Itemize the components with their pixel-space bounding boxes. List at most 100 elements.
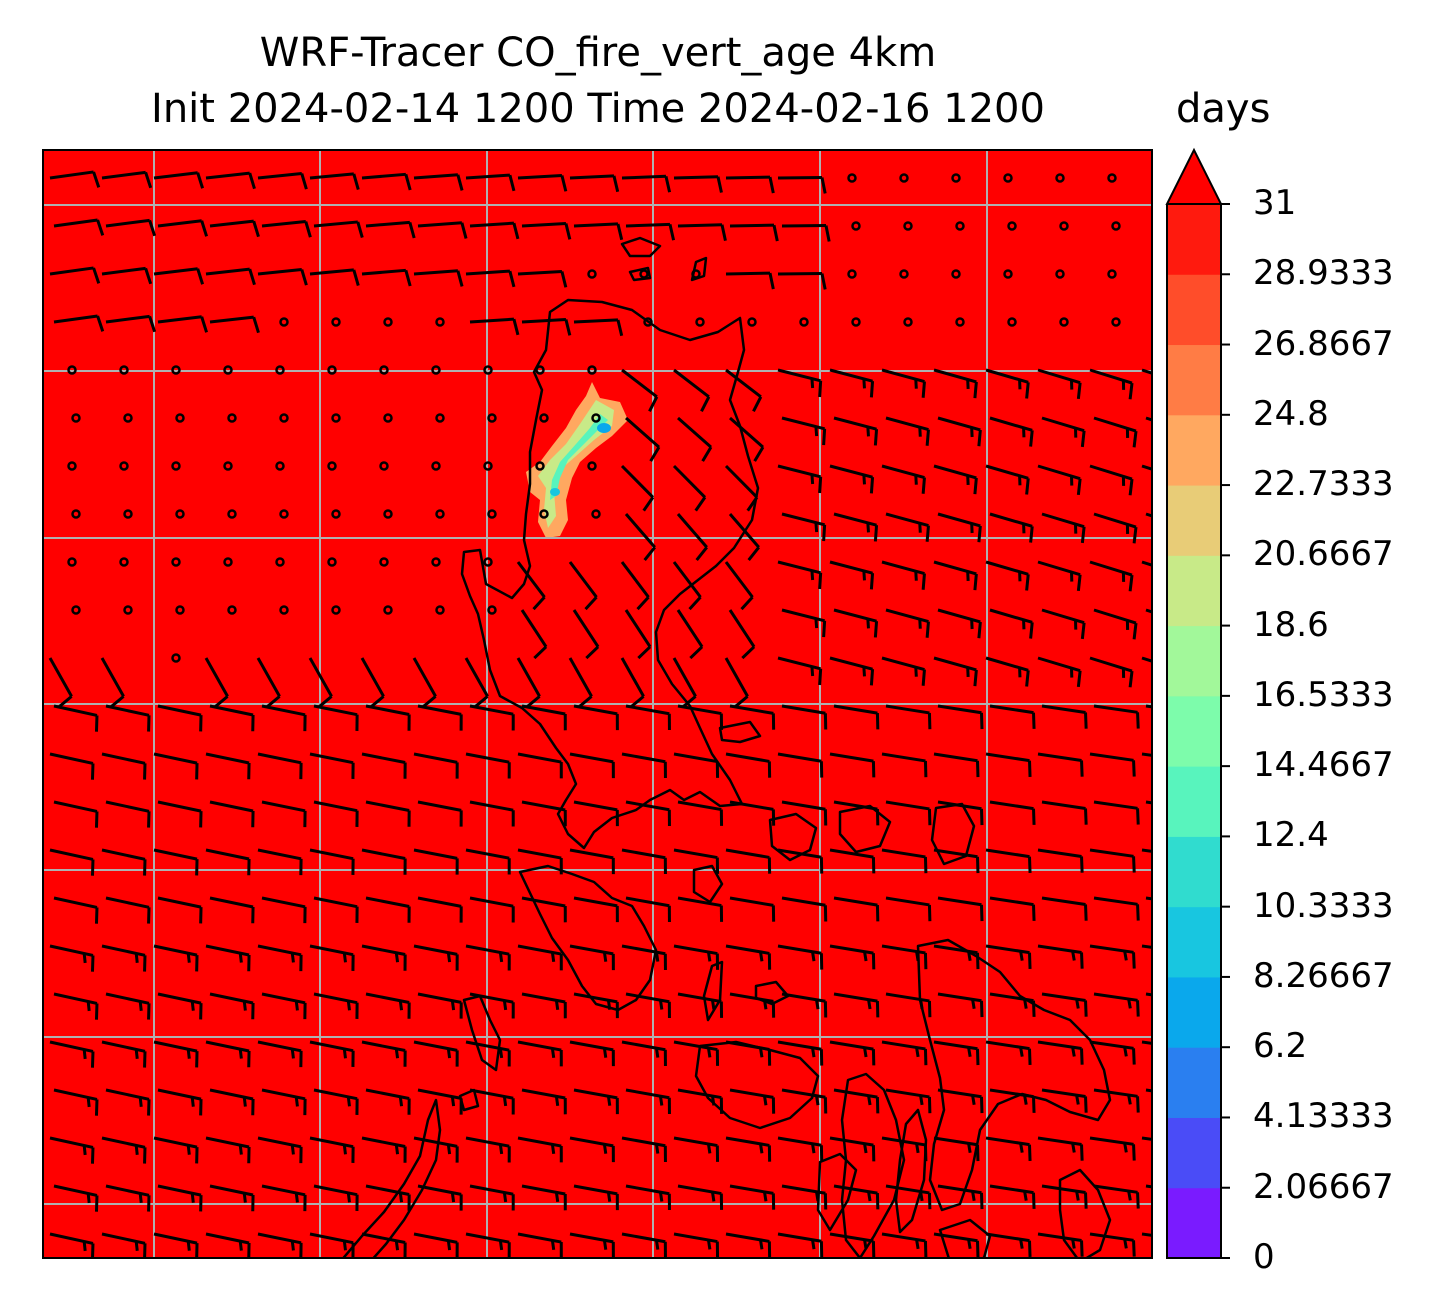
wind-barb bbox=[569, 1232, 615, 1258]
wind-barb bbox=[153, 171, 205, 189]
calm-wind-marker bbox=[539, 509, 549, 519]
plume-core bbox=[550, 488, 560, 496]
wind-barb bbox=[417, 992, 463, 1019]
wind-barb bbox=[261, 704, 307, 732]
wind-barb bbox=[209, 1088, 255, 1116]
wind-barb bbox=[412, 657, 437, 708]
wind-barb bbox=[781, 704, 828, 730]
wind-barb bbox=[989, 512, 1034, 543]
wind-barb bbox=[728, 609, 756, 660]
wind-barb bbox=[361, 848, 407, 875]
wind-barb bbox=[985, 560, 1030, 591]
calm-wind-marker bbox=[431, 365, 441, 375]
wind-barb bbox=[729, 704, 776, 730]
wind-barb bbox=[521, 896, 567, 923]
wind-barb bbox=[937, 896, 984, 922]
wind-barb bbox=[1093, 992, 1140, 1017]
wind-barb bbox=[516, 561, 546, 611]
wind-barb bbox=[361, 172, 412, 191]
wind-barb bbox=[153, 267, 205, 285]
wind-barb bbox=[257, 172, 308, 190]
wind-barb bbox=[885, 512, 930, 542]
colorbar-tick-label: 22.7333 bbox=[1253, 464, 1394, 505]
colorbar-tick-label: 26.8667 bbox=[1253, 323, 1394, 364]
calm-wind-marker bbox=[123, 509, 133, 519]
wind-barb bbox=[516, 657, 541, 708]
calm-wind-marker bbox=[327, 461, 337, 471]
colorbar-level bbox=[1167, 766, 1221, 837]
wind-barb bbox=[157, 896, 203, 924]
colorbar-tick-label: 31 bbox=[1253, 183, 1297, 223]
wind-barb bbox=[313, 896, 359, 923]
calm-wind-marker bbox=[227, 413, 237, 423]
wind-barb bbox=[517, 944, 563, 971]
coastline bbox=[754, 980, 790, 1006]
colorbar bbox=[1165, 147, 1230, 1259]
wind-barb bbox=[881, 560, 926, 590]
wind-barb bbox=[209, 704, 255, 732]
wind-barb bbox=[729, 223, 779, 242]
calm-wind-marker bbox=[591, 509, 601, 519]
calm-wind-marker bbox=[431, 557, 441, 567]
calm-wind-marker bbox=[383, 413, 393, 423]
colorbar-level bbox=[1167, 414, 1221, 486]
colorbar-tick-label: 6.2 bbox=[1253, 1026, 1308, 1067]
wind-barb bbox=[933, 1136, 980, 1162]
coastline bbox=[768, 812, 818, 862]
calm-wind-marker bbox=[123, 605, 133, 615]
calm-wind-marker bbox=[539, 413, 549, 423]
calm-wind-marker bbox=[587, 269, 597, 279]
wind-barb bbox=[677, 416, 713, 462]
wind-barb bbox=[729, 1088, 776, 1114]
wind-barb bbox=[985, 944, 1032, 969]
wind-barb bbox=[937, 800, 984, 826]
wind-barb bbox=[833, 608, 879, 638]
wind-barb bbox=[517, 174, 568, 192]
wind-barb bbox=[209, 219, 260, 238]
calm-wind-marker bbox=[223, 557, 233, 567]
wind-barb bbox=[676, 609, 704, 660]
wind-barb bbox=[153, 944, 199, 972]
wind-barb bbox=[729, 416, 765, 462]
wind-barb bbox=[209, 800, 255, 828]
wind-barb bbox=[1089, 848, 1136, 873]
wind-barb bbox=[677, 223, 727, 241]
calm-wind-marker bbox=[327, 557, 337, 567]
calm-wind-marker bbox=[119, 461, 129, 471]
calm-wind-marker bbox=[275, 461, 285, 471]
coastline bbox=[518, 864, 658, 1012]
wind-barb bbox=[105, 1184, 151, 1212]
wind-barb bbox=[1037, 752, 1084, 777]
wind-barb bbox=[729, 800, 776, 826]
wind-barb bbox=[261, 220, 312, 238]
calm-wind-marker bbox=[383, 317, 393, 327]
colorbar-level bbox=[1167, 625, 1221, 697]
wind-barb bbox=[673, 1136, 720, 1162]
wind-barb bbox=[361, 944, 407, 971]
calm-wind-marker bbox=[331, 413, 341, 423]
wind-barb bbox=[885, 416, 930, 446]
wind-barb bbox=[105, 704, 151, 732]
wind-barb bbox=[157, 219, 209, 237]
wind-barb bbox=[933, 368, 978, 399]
colorbar-frame bbox=[1166, 204, 1222, 1259]
calm-wind-marker bbox=[175, 605, 185, 615]
wind-barb bbox=[676, 513, 708, 561]
wind-barb bbox=[833, 1184, 880, 1210]
wind-barb bbox=[829, 464, 875, 494]
wind-barb bbox=[209, 992, 255, 1020]
wind-barb bbox=[413, 1232, 459, 1258]
wind-barb bbox=[1089, 944, 1136, 969]
wind-barb bbox=[465, 848, 511, 875]
wind-barb bbox=[933, 1040, 980, 1066]
wind-barb bbox=[313, 1088, 359, 1115]
calm-wind-marker bbox=[171, 653, 181, 663]
wind-barb bbox=[673, 368, 711, 413]
wind-barb bbox=[361, 1232, 407, 1258]
wind-barb bbox=[153, 1040, 199, 1068]
wind-barb bbox=[417, 1184, 463, 1211]
wind-barb bbox=[829, 1040, 876, 1066]
wind-barb bbox=[313, 1184, 359, 1211]
wind-barb bbox=[1141, 752, 1152, 757]
wind-barb bbox=[777, 752, 824, 778]
